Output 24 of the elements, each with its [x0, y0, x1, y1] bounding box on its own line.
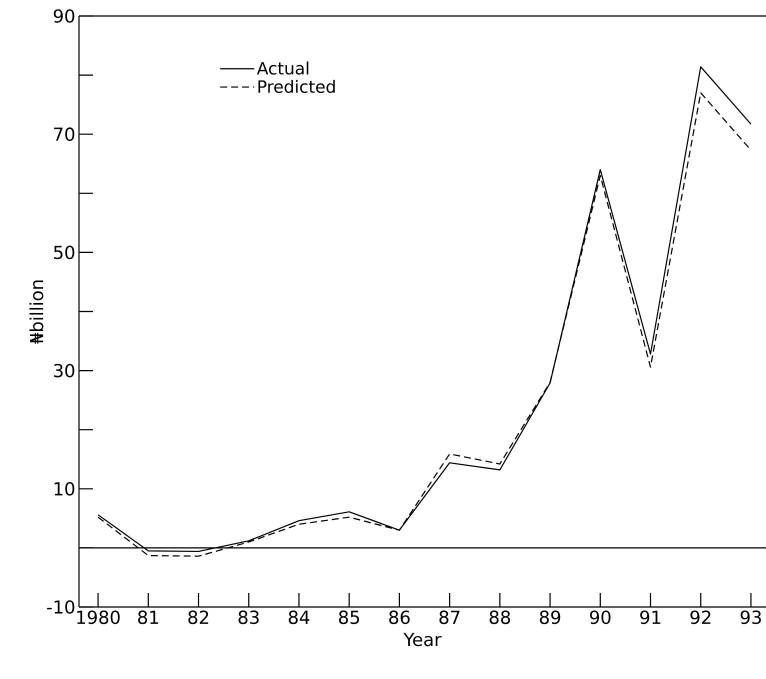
- x-tick-label: 88: [490, 610, 510, 624]
- x-tick-label: 84: [288, 610, 310, 624]
- x-tick-label: 90: [590, 610, 610, 624]
- y-axis-title: ₦billion: [29, 280, 44, 344]
- x-axis-title: Year: [403, 632, 442, 646]
- x-tick-label: 86: [389, 610, 410, 624]
- y-tick-label: 50: [54, 246, 74, 260]
- x-tick-label: 87: [439, 610, 460, 624]
- x-tick-label: 82: [188, 610, 208, 624]
- legend-label: Predicted: [258, 80, 335, 93]
- x-tick-label: 91: [640, 610, 660, 624]
- x-tick-label: 1980: [77, 610, 120, 624]
- legend-label: Actual: [256, 62, 308, 75]
- x-tick-label: 81: [138, 610, 158, 624]
- y-tick-label: 30: [54, 364, 74, 378]
- x-tick-label: 89: [540, 610, 560, 624]
- x-tick-label: 93: [740, 610, 761, 624]
- y-tick-label: 70: [54, 127, 74, 141]
- x-tick-label: 83: [238, 610, 259, 624]
- x-tick-label: 92: [690, 610, 710, 624]
- x-tick-label: 85: [338, 610, 360, 624]
- y-tick-label: 10: [54, 482, 74, 496]
- y-tick-label: -10: [47, 600, 74, 614]
- y-tick-label: 90: [54, 9, 74, 23]
